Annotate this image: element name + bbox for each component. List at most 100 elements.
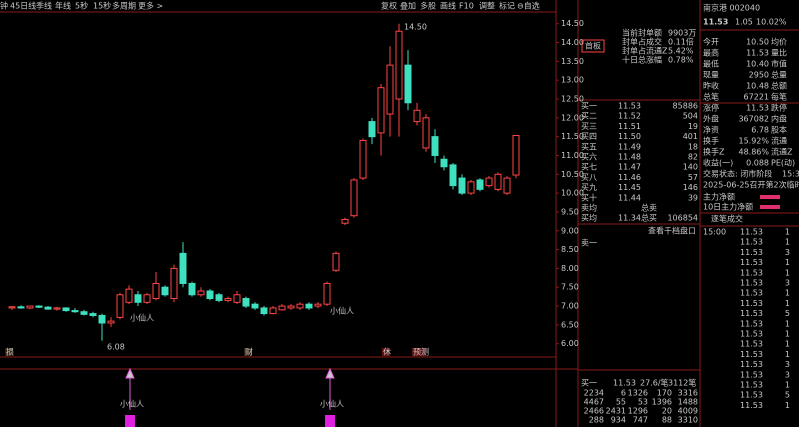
toolbar-item[interactable]: ⊖自选 [517, 1, 540, 11]
limit-tag: 首板 [585, 41, 601, 51]
candle-body [233, 294, 241, 303]
book-cell: 4009 [678, 407, 698, 416]
book-cell: 88 [662, 416, 672, 425]
event-label: 财 [245, 347, 253, 357]
candle-body [404, 64, 412, 104]
change-pct: 10.02% [756, 18, 787, 27]
toolbar-item[interactable]: 多股 [420, 1, 436, 11]
stat-value: 2950 [749, 71, 769, 80]
low-label: 6.08 [107, 343, 125, 352]
event-badge [5, 348, 13, 356]
bid-label: 买三 [581, 122, 597, 131]
y-tick-label: 13.00 [561, 76, 584, 85]
bid-volume: 146 [683, 183, 698, 192]
book-cell: 1296 [628, 407, 648, 416]
bid-price: 11.52 [618, 112, 641, 121]
candle-body [431, 136, 439, 156]
trade-price: 11.53 [740, 319, 763, 328]
limit-value: 9903万 [668, 29, 696, 38]
toolbar-item[interactable]: 钟 [0, 1, 8, 11]
book-cell: 934 [611, 416, 626, 425]
bid-label: 买六 [581, 152, 597, 162]
book-cell: 2431 [606, 407, 626, 416]
stat-value: 6.78 [751, 126, 769, 135]
stat-label: 现量 [703, 71, 719, 80]
y-tick-label: 8.50 [561, 245, 579, 254]
toolbar-item[interactable]: 更多 > [138, 1, 163, 11]
toolbar-item[interactable]: 45日线 [10, 1, 36, 11]
stat-label: 总笔 [703, 92, 719, 102]
y-tick-label: 13.50 [561, 57, 584, 66]
toolbar-item[interactable]: 标记 [499, 1, 515, 11]
candle-body [449, 164, 457, 187]
toolbar-item[interactable]: 多周期 [112, 1, 136, 11]
avg-volume: 106854 [667, 214, 698, 223]
stat-label: 跌停 [771, 103, 787, 113]
stat-label: 流通 [771, 136, 787, 146]
toolbar-item[interactable]: F10 [459, 2, 474, 11]
candle-body [206, 290, 214, 300]
bid-volume: 85886 [673, 102, 698, 111]
trade-price: 11.53 [740, 228, 763, 237]
toolbar-item[interactable]: 调整 [479, 1, 495, 11]
trade-price: 11.53 [740, 340, 763, 349]
bid-volume: 401 [683, 132, 698, 141]
trade-price: 11.53 [740, 309, 763, 318]
candle-body [305, 303, 313, 309]
toolbar-item[interactable]: 画线 [440, 1, 456, 11]
candle-body [368, 121, 376, 138]
toolbar-item[interactable]: 季线 [36, 1, 52, 11]
stat-label: 内盘 [771, 114, 787, 124]
flow-bar [760, 195, 780, 199]
bid-label: 买四 [581, 132, 597, 141]
y-tick-label: 7.00 [561, 302, 579, 311]
y-tick-label: 9.00 [561, 226, 579, 235]
stat-value: 10.48 [746, 82, 769, 91]
candle-body [152, 282, 160, 300]
book-line: 买一 [581, 379, 597, 388]
candle-body [467, 181, 475, 194]
trade-volume: 3 [785, 370, 790, 379]
signal-block [325, 415, 335, 427]
y-tick-label: 9.50 [561, 207, 579, 216]
indicator-label: 小仙人 [120, 399, 144, 409]
indicator-label: 小仙人 [320, 399, 344, 409]
signal-block [125, 415, 135, 427]
stat-value: 48.86% [738, 148, 769, 157]
avg-price: 11.34 [618, 214, 641, 223]
toolbar-item[interactable]: 5秒 [75, 1, 88, 11]
bid-price: 11.53 [618, 102, 641, 111]
trade-volume: 1 [785, 401, 790, 410]
candle-body [485, 177, 493, 187]
book-line: 11.53 [613, 379, 636, 388]
stat-label: 最高 [703, 48, 719, 58]
stat-label: 今开 [703, 37, 719, 47]
book-cell: 1396 [652, 398, 672, 407]
stat-label: 市值 [771, 59, 787, 69]
y-tick-label: 7.50 [561, 283, 579, 292]
candle-body [35, 305, 43, 308]
toolbar-item[interactable]: 叠加 [400, 1, 416, 11]
candle-body [170, 267, 178, 300]
candle-body [269, 307, 277, 315]
status-time: 15:32 [782, 170, 799, 179]
ticks-title[interactable]: 逐笔成交 [711, 214, 743, 224]
stat-value: 15.92% [738, 137, 769, 146]
toolbar-item[interactable]: 15秒 [93, 1, 111, 11]
y-tick-label: 11.00 [561, 151, 584, 160]
toolbar-item[interactable]: 复权 [381, 1, 397, 11]
candle-body [413, 109, 421, 123]
book-cell: 3310 [678, 416, 698, 425]
depth-link[interactable]: 查看千档盘口 [648, 226, 696, 236]
change: 1.05 [735, 18, 753, 27]
candle-body [188, 282, 196, 296]
bid-label: 买十 [581, 192, 597, 202]
candle-body [260, 307, 268, 315]
trade-price: 11.53 [740, 391, 763, 400]
toolbar-item[interactable]: 年线 [55, 1, 71, 11]
candle-body [494, 173, 502, 190]
candle-body [341, 218, 349, 224]
candle-body [458, 177, 466, 194]
bid-price: 11.46 [618, 173, 641, 182]
stat-label: 收益(一) [703, 158, 733, 168]
